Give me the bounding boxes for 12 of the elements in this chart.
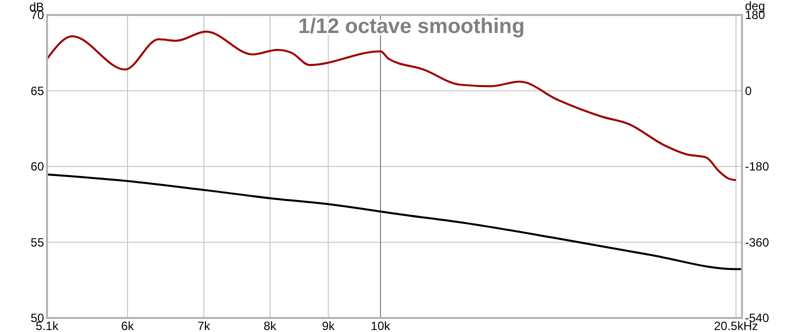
y-tick-label: 60 <box>30 160 44 174</box>
x-tick-label: 6k <box>121 319 135 332</box>
x-tick-label: 7k <box>197 319 212 332</box>
x-tick-label: 8k <box>264 319 278 332</box>
y2-tick-label: 0 <box>745 84 752 98</box>
y2-axis-title: deg <box>745 0 766 13</box>
y-tick-label: 55 <box>30 235 44 250</box>
y2-tick-label: -180 <box>745 160 770 174</box>
x-tick-label: 9k <box>322 319 336 332</box>
y-tick-label: 65 <box>30 84 44 98</box>
y2-tick-label: -360 <box>745 235 770 250</box>
x-tick-label: 10k <box>370 319 392 332</box>
